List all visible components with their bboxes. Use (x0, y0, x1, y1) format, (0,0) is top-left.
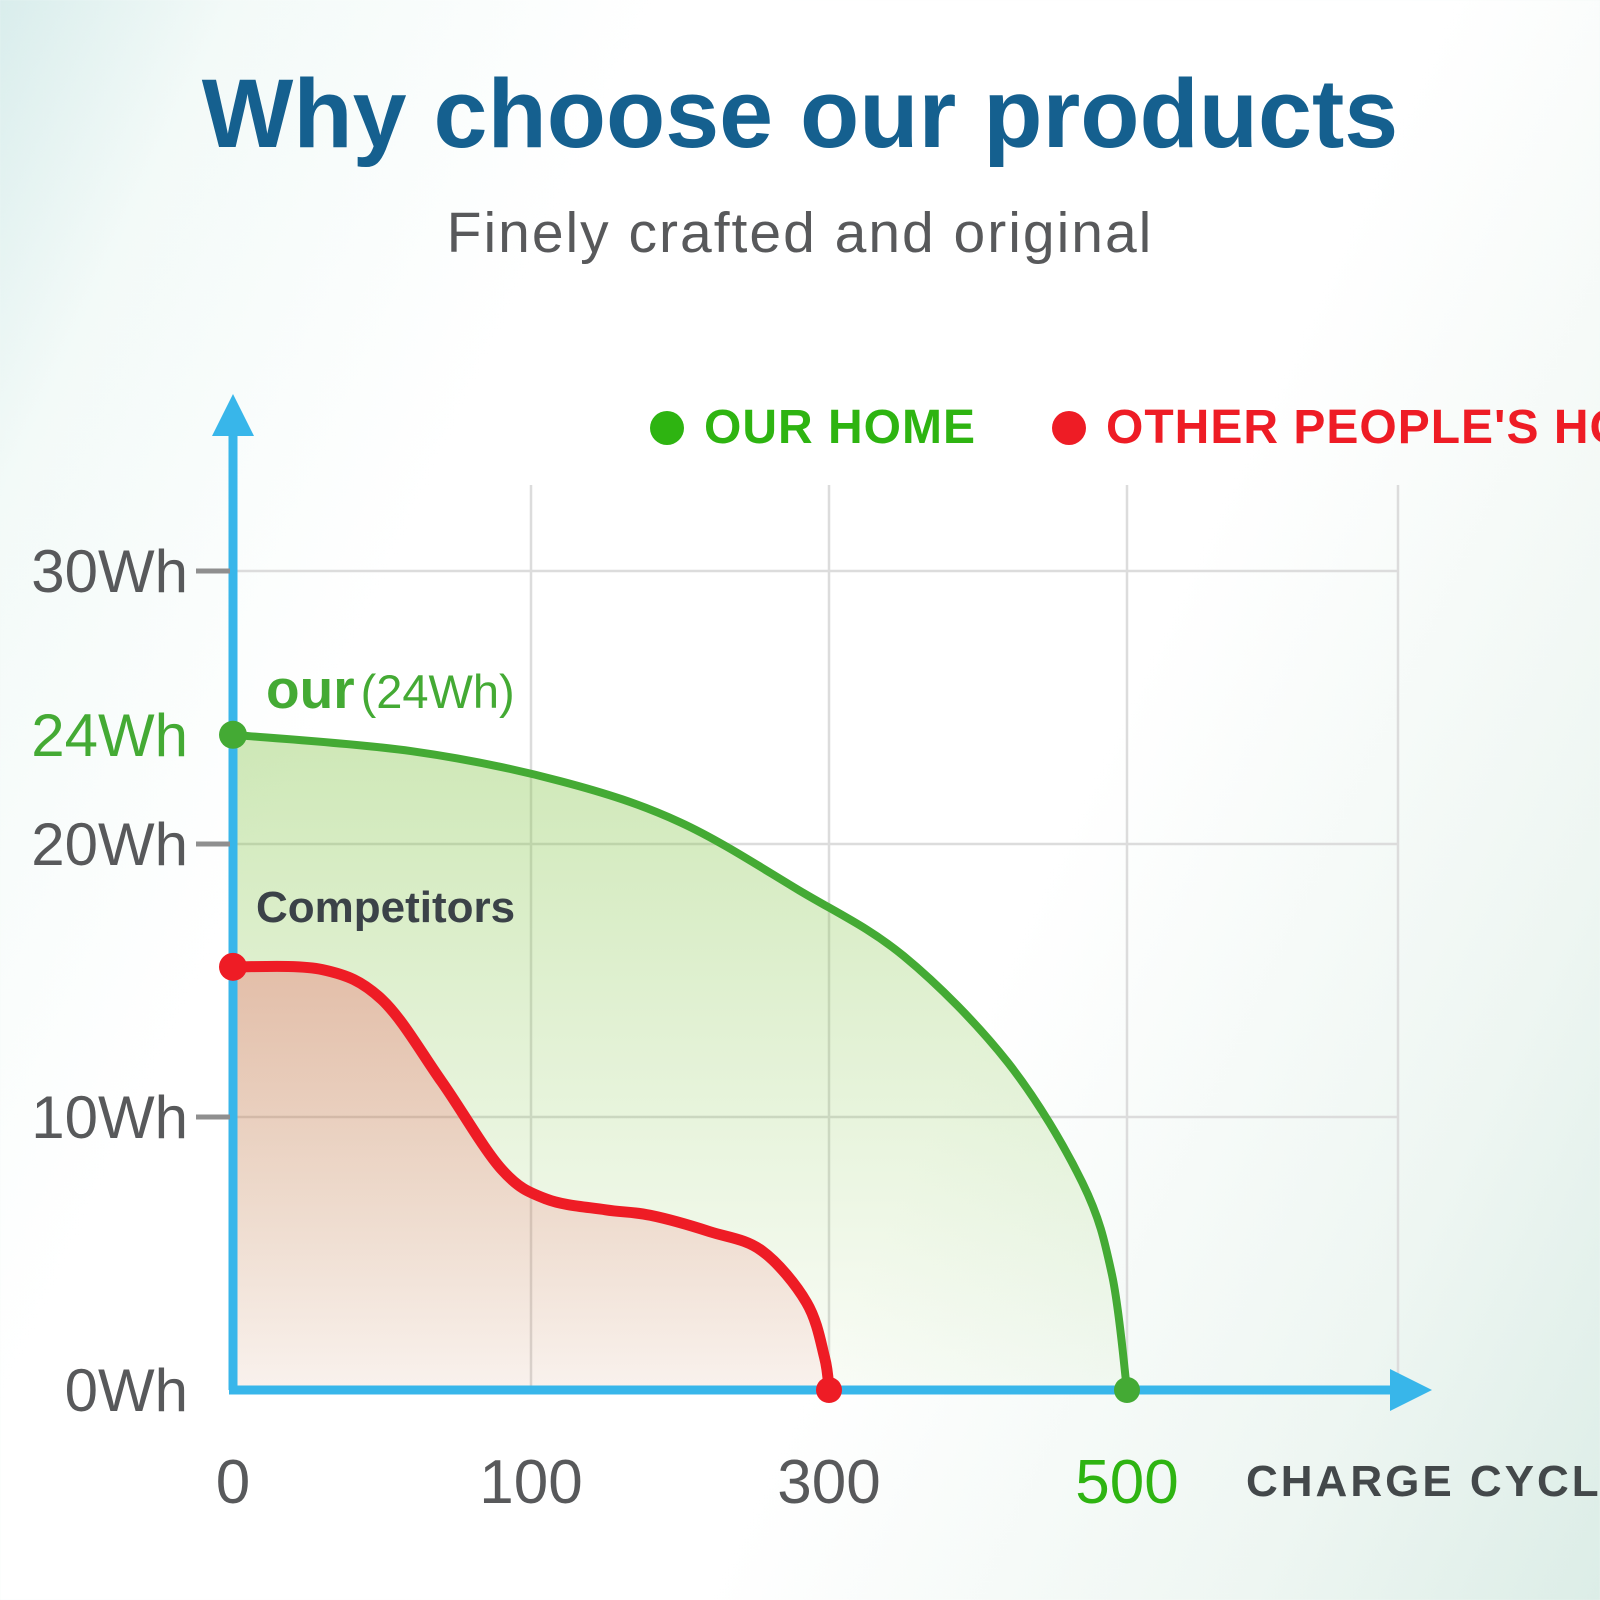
our-curve-annotation: our (24Wh) (266, 658, 515, 720)
legend-item-our-home: OUR HOME (650, 400, 976, 455)
y-tick-label: 24Wh (31, 702, 188, 769)
legend-label-our-home: OUR HOME (704, 401, 976, 454)
our-curve (229, 730, 1131, 1394)
x-tick-label: 0 (216, 1448, 250, 1517)
y-tick-label: 20Wh (31, 811, 188, 878)
legend-dot-our-home (650, 410, 684, 445)
competitor-area-fill (233, 966, 829, 1390)
y-axis-arrow-icon (212, 394, 254, 436)
y-tick-label: 30Wh (31, 538, 188, 605)
competitor-curve-annotation: Competitors (256, 883, 515, 932)
our-start-dot (219, 720, 247, 749)
legend-item-other-peoples-home: OTHER PEOPLE'S HOME (1052, 400, 1600, 455)
y-tick-label: 0Wh (65, 1357, 188, 1424)
x-tick-label: 100 (479, 1448, 582, 1517)
chart-legend: OUR HOME OTHER PEOPLE'S HOME (650, 400, 1600, 455)
competitor-curve (227, 960, 835, 1396)
x-axis-arrow-icon (1390, 1369, 1432, 1411)
competitor-start-dot (219, 952, 247, 981)
x-axis-title: CHARGE CYCLES (1246, 1457, 1600, 1506)
legend-label-other-peoples-home: OTHER PEOPLE'S HOME (1106, 401, 1600, 454)
page-subtitle: Finely crafted and original (446, 201, 1154, 265)
y-tick-label: 10Wh (31, 1084, 188, 1151)
legend-dot-other-peoples-home (1052, 410, 1086, 445)
page-title: Why choose our products (201, 59, 1399, 168)
chart-generated-content: 30Wh 24Wh 20Wh 10Wh 0Wh 0 100 300 500 our (24Wh) Co… (31, 394, 1432, 1517)
page-header: Why choose our products Finely crafted a… (0, 58, 1600, 266)
x-tick-label: 500 (1075, 1448, 1178, 1517)
competitor-end-dot (816, 1377, 842, 1403)
our-end-dot (1114, 1377, 1140, 1403)
x-tick-label: 300 (777, 1448, 880, 1517)
